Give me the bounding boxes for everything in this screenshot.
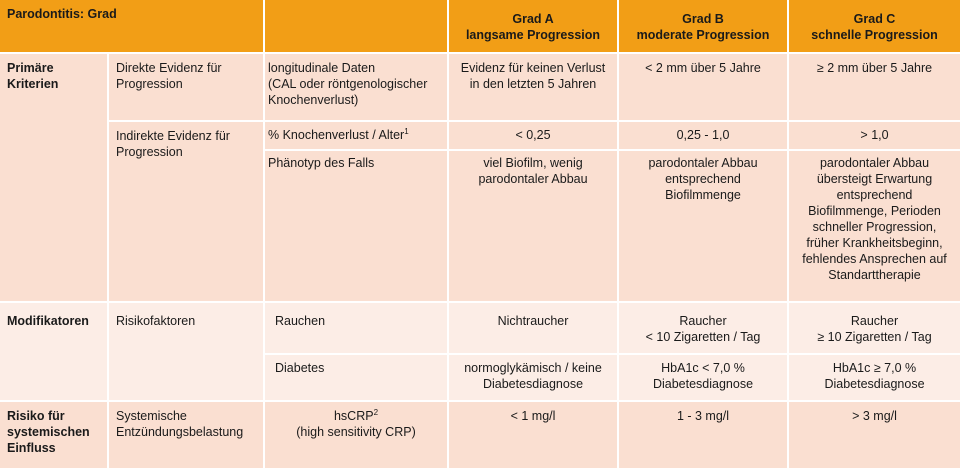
smoking-grad-a: Nichtraucher (449, 303, 617, 353)
direct-evidence-measure: longitudinale Daten (CAL oder röntgenolo… (265, 54, 447, 120)
direct-evidence-label: Direkte Evidenz für Progression (109, 54, 263, 120)
smoking-measure: Rauchen (265, 303, 447, 353)
bone-loss-grad-a: < 0,25 (449, 122, 617, 149)
modifiers-label: Modifikatoren (0, 303, 107, 400)
systemic-inflammation-label: Systemische Entzündungsbelastung (109, 402, 263, 468)
hscrp-note: (high sensitivity CRP) (296, 425, 416, 439)
hscrp-grad-c: > 3 mg/l (789, 402, 960, 468)
header-grad-a: Grad A langsame Progression (449, 0, 617, 52)
phenotype-grad-c: parodontaler Abbau übersteigt Erwartung … (789, 151, 960, 301)
hscrp-text: hsCRP (333, 409, 374, 423)
direct-evidence-grad-c: ≥ 2 mm über 5 Jahre (789, 54, 960, 120)
hscrp-measure: hsCRP2 (high sensitivity CRP) (265, 402, 447, 468)
hscrp-grad-a: < 1 mg/l (449, 402, 617, 468)
direct-evidence-grad-b: < 2 mm über 5 Jahre (619, 54, 787, 120)
diabetes-grad-b: HbA1c < 7,0 % Diabetesdiagnose (619, 355, 787, 400)
bone-loss-grad-b: 0,25 - 1,0 (619, 122, 787, 149)
primary-criteria-label: Primäre Kriterien (0, 54, 107, 301)
header-title: Parodontitis: Grad (0, 0, 263, 52)
footnote-1: 1 (404, 126, 409, 136)
systemic-risk-label: Risiko für systemischen Einfluss (0, 402, 107, 468)
diabetes-grad-a: normoglykämisch / keine Diabetesdiagnose (449, 355, 617, 400)
indirect-evidence-label: Indirekte Evidenz für Progression (109, 122, 263, 301)
header-empty (265, 0, 447, 52)
smoking-grad-c: Raucher ≥ 10 Zigaretten / Tag (789, 303, 960, 353)
bone-loss-measure: % Knochenverlust / Alter1 (265, 122, 447, 149)
footnote-2: 2 (373, 407, 379, 417)
phenotype-grad-b: parodontaler Abbau entsprechend Biofilmm… (619, 151, 787, 301)
risk-factors-label: Risikofaktoren (109, 303, 263, 400)
hscrp-grad-b: 1 - 3 mg/l (619, 402, 787, 468)
bone-loss-grad-c: > 1,0 (789, 122, 960, 149)
bone-loss-text: % Knochenverlust / Alter (268, 128, 405, 142)
header-grad-b: Grad B moderate Progression (619, 0, 787, 52)
header-grad-c: Grad C schnelle Progression (789, 0, 960, 52)
diabetes-grad-c: HbA1c ≥ 7,0 % Diabetesdiagnose (789, 355, 960, 400)
direct-evidence-grad-a: Evidenz für keinen Verlust in den letzte… (449, 54, 617, 120)
smoking-grad-b: Raucher < 10 Zigaretten / Tag (619, 303, 787, 353)
phenotype-measure: Phänotyp des Falls (265, 151, 447, 301)
phenotype-grad-a: viel Biofilm, wenig parodontaler Abbau (449, 151, 617, 301)
diabetes-measure: Diabetes (265, 355, 447, 400)
